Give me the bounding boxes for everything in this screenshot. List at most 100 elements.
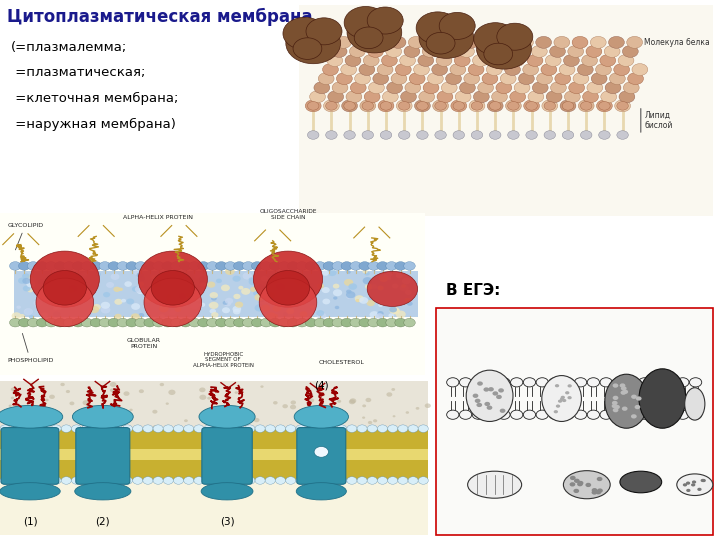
Circle shape <box>336 36 351 48</box>
Circle shape <box>408 36 424 48</box>
Circle shape <box>215 262 227 271</box>
Circle shape <box>402 278 410 284</box>
Circle shape <box>215 319 227 327</box>
Circle shape <box>433 100 449 112</box>
Circle shape <box>199 302 205 307</box>
Circle shape <box>357 425 367 433</box>
Circle shape <box>135 319 146 327</box>
Ellipse shape <box>605 374 648 428</box>
Circle shape <box>22 278 30 284</box>
Circle shape <box>216 279 222 283</box>
Text: (2): (2) <box>96 517 110 527</box>
Circle shape <box>225 262 236 271</box>
Circle shape <box>701 479 706 482</box>
Circle shape <box>497 23 533 50</box>
Circle shape <box>73 298 78 302</box>
Circle shape <box>344 102 356 110</box>
Text: (3): (3) <box>220 517 235 527</box>
Circle shape <box>491 55 507 66</box>
Circle shape <box>613 64 629 76</box>
Circle shape <box>27 281 35 288</box>
Circle shape <box>487 64 503 76</box>
Circle shape <box>71 477 81 484</box>
Circle shape <box>310 91 325 103</box>
Circle shape <box>318 73 334 85</box>
Circle shape <box>187 279 193 283</box>
Circle shape <box>362 269 368 273</box>
Circle shape <box>0 477 10 484</box>
Ellipse shape <box>620 471 662 493</box>
Bar <box>14 271 418 317</box>
Circle shape <box>235 392 238 394</box>
Circle shape <box>273 305 281 312</box>
Circle shape <box>387 477 397 484</box>
Circle shape <box>108 319 120 327</box>
Circle shape <box>261 307 267 312</box>
Circle shape <box>626 410 638 419</box>
Circle shape <box>570 482 575 487</box>
Circle shape <box>387 392 392 397</box>
Circle shape <box>279 262 290 271</box>
Circle shape <box>613 378 625 387</box>
Circle shape <box>269 262 281 271</box>
Circle shape <box>327 55 343 66</box>
Circle shape <box>12 312 21 320</box>
Text: PHOSPHOLIPID: PHOSPHOLIPID <box>7 333 53 363</box>
FancyBboxPatch shape <box>297 428 346 484</box>
FancyBboxPatch shape <box>76 428 130 484</box>
Circle shape <box>81 272 87 277</box>
Circle shape <box>296 262 307 271</box>
Circle shape <box>103 292 110 298</box>
Circle shape <box>639 378 651 387</box>
Circle shape <box>590 36 606 48</box>
Circle shape <box>423 82 439 93</box>
Circle shape <box>332 82 348 93</box>
Ellipse shape <box>73 406 133 428</box>
Circle shape <box>562 410 574 419</box>
Circle shape <box>27 288 33 293</box>
Circle shape <box>235 477 245 484</box>
Circle shape <box>336 73 352 85</box>
Circle shape <box>256 292 266 299</box>
Circle shape <box>166 294 171 298</box>
Circle shape <box>93 421 96 423</box>
Circle shape <box>126 262 138 271</box>
Circle shape <box>179 293 186 299</box>
Circle shape <box>509 55 525 66</box>
Circle shape <box>359 262 371 271</box>
Circle shape <box>556 404 560 408</box>
Circle shape <box>273 401 278 404</box>
Circle shape <box>395 319 406 327</box>
Circle shape <box>464 73 480 85</box>
Circle shape <box>426 36 442 48</box>
Circle shape <box>613 408 618 413</box>
Circle shape <box>153 477 163 484</box>
Circle shape <box>337 477 347 484</box>
Circle shape <box>617 102 629 110</box>
Circle shape <box>258 297 265 302</box>
Circle shape <box>613 383 618 388</box>
Circle shape <box>614 405 620 409</box>
Bar <box>0 460 428 481</box>
Circle shape <box>632 64 648 76</box>
Circle shape <box>392 284 398 288</box>
Circle shape <box>483 387 489 392</box>
Circle shape <box>194 477 204 484</box>
Circle shape <box>372 36 388 48</box>
Circle shape <box>575 378 587 387</box>
Circle shape <box>344 131 356 139</box>
Circle shape <box>143 477 153 484</box>
Circle shape <box>110 382 117 387</box>
Circle shape <box>350 319 361 327</box>
Circle shape <box>333 284 339 288</box>
Circle shape <box>333 296 338 300</box>
Circle shape <box>41 425 51 433</box>
Circle shape <box>265 425 275 433</box>
Text: Цитоплазматическая мембрана: Цитоплазматическая мембрана <box>7 8 312 26</box>
Circle shape <box>523 100 539 112</box>
Circle shape <box>600 55 616 66</box>
Circle shape <box>631 414 636 418</box>
Circle shape <box>261 262 272 271</box>
Circle shape <box>544 102 556 110</box>
Circle shape <box>495 45 511 57</box>
